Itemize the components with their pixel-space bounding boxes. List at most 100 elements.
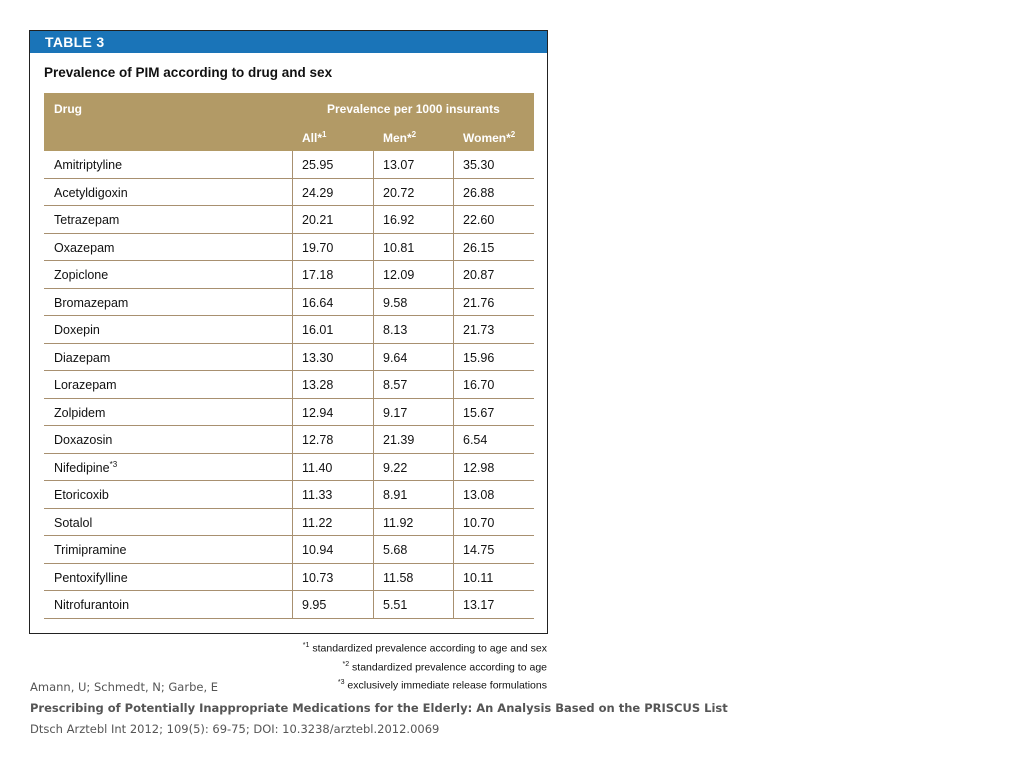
table-row: Etoricoxib 11.33 8.91 13.08 — [44, 481, 534, 509]
men-cell: 21.39 — [383, 433, 415, 447]
citation-title: Prescribing of Potentially Inappropriate… — [30, 701, 728, 715]
men-cell: 11.58 — [383, 570, 414, 585]
men-cell: 9.22 — [383, 460, 408, 475]
men-cell: 11.92 — [383, 515, 414, 530]
column-divider — [292, 151, 293, 619]
table-header: Drug Prevalence per 1000 insurants All*1… — [44, 93, 534, 151]
women-cell: 21.73 — [463, 323, 495, 337]
all-cell: 11.33 — [302, 488, 333, 502]
table-row: Diazepam 13.30 9.64 15.96 — [44, 344, 534, 371]
all-cell: 19.70 — [302, 240, 334, 255]
all-cell: 10.94 — [302, 543, 334, 557]
table-row: Lorazepam 13.28 8.57 16.70 — [44, 371, 534, 399]
men-cell: 8.13 — [383, 323, 408, 337]
women-cell: 26.88 — [463, 185, 495, 200]
women-cell: 6.54 — [463, 433, 488, 447]
header-women: Women*2 — [463, 130, 516, 145]
all-cell: 25.95 — [302, 158, 334, 172]
drug-cell: Trimipramine — [54, 543, 127, 557]
all-cell: 10.73 — [302, 570, 334, 585]
all-cell: 11.22 — [302, 515, 333, 530]
drug-cell: Etoricoxib — [54, 488, 109, 502]
drug-cell: Zopiclone — [54, 268, 109, 282]
column-divider — [453, 151, 454, 619]
table-row: Sotalol 11.22 11.92 10.70 — [44, 509, 534, 536]
table-card: TABLE 3 Prevalence of PIM according to d… — [29, 30, 548, 634]
women-cell: 13.08 — [463, 488, 495, 502]
citation: Amann, U; Schmedt, N; Garbe, E Prescribi… — [30, 677, 728, 740]
all-cell: 11.40 — [302, 460, 333, 475]
women-cell: 13.17 — [463, 598, 495, 612]
table-row: Acetyldigoxin 24.29 20.72 26.88 — [44, 179, 534, 206]
women-cell: 22.60 — [463, 213, 495, 227]
drug-cell: Tetrazepam — [54, 213, 120, 227]
table-row: Tetrazepam 20.21 16.92 22.60 — [44, 206, 534, 234]
men-cell: 9.17 — [383, 405, 408, 420]
table-row: Oxazepam 19.70 10.81 26.15 — [44, 234, 534, 261]
citation-authors: Amann, U; Schmedt, N; Garbe, E — [30, 680, 219, 694]
men-cell: 8.91 — [383, 488, 408, 502]
table-row: Doxazosin 12.78 21.39 6.54 — [44, 426, 534, 454]
footnote: *3 exclusively immediate release formula… — [337, 679, 547, 692]
drug-cell: Nifedipine*3 — [54, 459, 118, 475]
men-cell: 5.51 — [383, 598, 408, 612]
footnote: *2 standardized prevalence according to … — [342, 660, 547, 674]
women-cell: 15.67 — [463, 405, 495, 420]
table-row: Zolpidem 12.94 9.17 15.67 — [44, 399, 534, 426]
drug-cell: Pentoxifylline — [54, 570, 128, 585]
drug-cell: Lorazepam — [54, 378, 117, 392]
footnote: *1 standardized prevalence according to … — [302, 642, 547, 655]
header-men: Men*2 — [383, 130, 417, 145]
drug-cell: Diazepam — [54, 350, 111, 365]
all-cell: 16.64 — [302, 295, 334, 310]
drug-cell: Nitrofurantoin — [54, 598, 130, 612]
all-cell: 13.30 — [302, 350, 334, 365]
women-cell: 14.75 — [463, 543, 495, 557]
men-cell: 5.68 — [383, 543, 408, 557]
all-cell: 16.01 — [302, 323, 334, 337]
drug-cell: Doxepin — [54, 323, 100, 337]
all-cell: 20.21 — [302, 213, 334, 227]
table-body: Amitriptyline 25.95 13.07 35.30 Acetyldigox… — [44, 151, 534, 619]
drug-cell: Oxazepam — [54, 240, 115, 255]
men-cell: 20.72 — [383, 185, 415, 200]
men-cell: 12.09 — [383, 268, 415, 282]
header-prevalence-group: Prevalence per 1000 insurants — [327, 102, 500, 116]
women-cell: 26.15 — [463, 240, 495, 255]
footnote-mark: *3 — [109, 459, 118, 469]
women-cell: 20.87 — [463, 268, 495, 282]
all-cell: 12.94 — [302, 405, 334, 420]
women-cell: 16.70 — [463, 378, 495, 392]
table-row: Pentoxifylline 10.73 11.58 10.11 — [44, 564, 534, 591]
header-all: All*1 — [302, 130, 327, 145]
column-divider — [373, 151, 374, 619]
all-cell: 24.29 — [302, 185, 334, 200]
drug-cell: Zolpidem — [54, 405, 106, 420]
drug-cell: Acetyldigoxin — [54, 185, 128, 200]
men-cell: 9.64 — [383, 350, 408, 365]
table-row: Nifedipine*3 11.40 9.22 12.98 — [44, 454, 534, 481]
all-cell: 13.28 — [302, 378, 334, 392]
citation-source: Dtsch Arztebl Int 2012; 109(5): 69-75; D… — [30, 722, 440, 736]
women-cell: 35.30 — [463, 158, 495, 172]
men-cell: 10.81 — [383, 240, 415, 255]
header-drug: Drug — [54, 102, 82, 116]
table-title: Prevalence of PIM according to drug and … — [44, 65, 333, 80]
table-row: Nitrofurantoin 9.95 5.51 13.17 — [44, 591, 534, 619]
table-row: Doxepin 16.01 8.13 21.73 — [44, 316, 534, 344]
men-cell: 9.58 — [383, 295, 408, 310]
women-cell: 21.76 — [463, 295, 495, 310]
women-cell: 10.11 — [463, 570, 494, 585]
all-cell: 9.95 — [302, 598, 327, 612]
all-cell: 17.18 — [302, 268, 334, 282]
table-label: TABLE 3 — [30, 31, 547, 53]
table-row: Bromazepam 16.64 9.58 21.76 — [44, 289, 534, 316]
drug-cell: Amitriptyline — [54, 158, 123, 172]
drug-cell: Bromazepam — [54, 295, 129, 310]
men-cell: 16.92 — [383, 213, 415, 227]
women-cell: 12.98 — [463, 460, 495, 475]
table-footnotes: *1 standardized prevalence according to … — [303, 638, 547, 694]
drug-cell: Doxazosin — [54, 433, 113, 447]
drug-cell: Sotalol — [54, 515, 93, 530]
women-cell: 10.70 — [463, 515, 495, 530]
